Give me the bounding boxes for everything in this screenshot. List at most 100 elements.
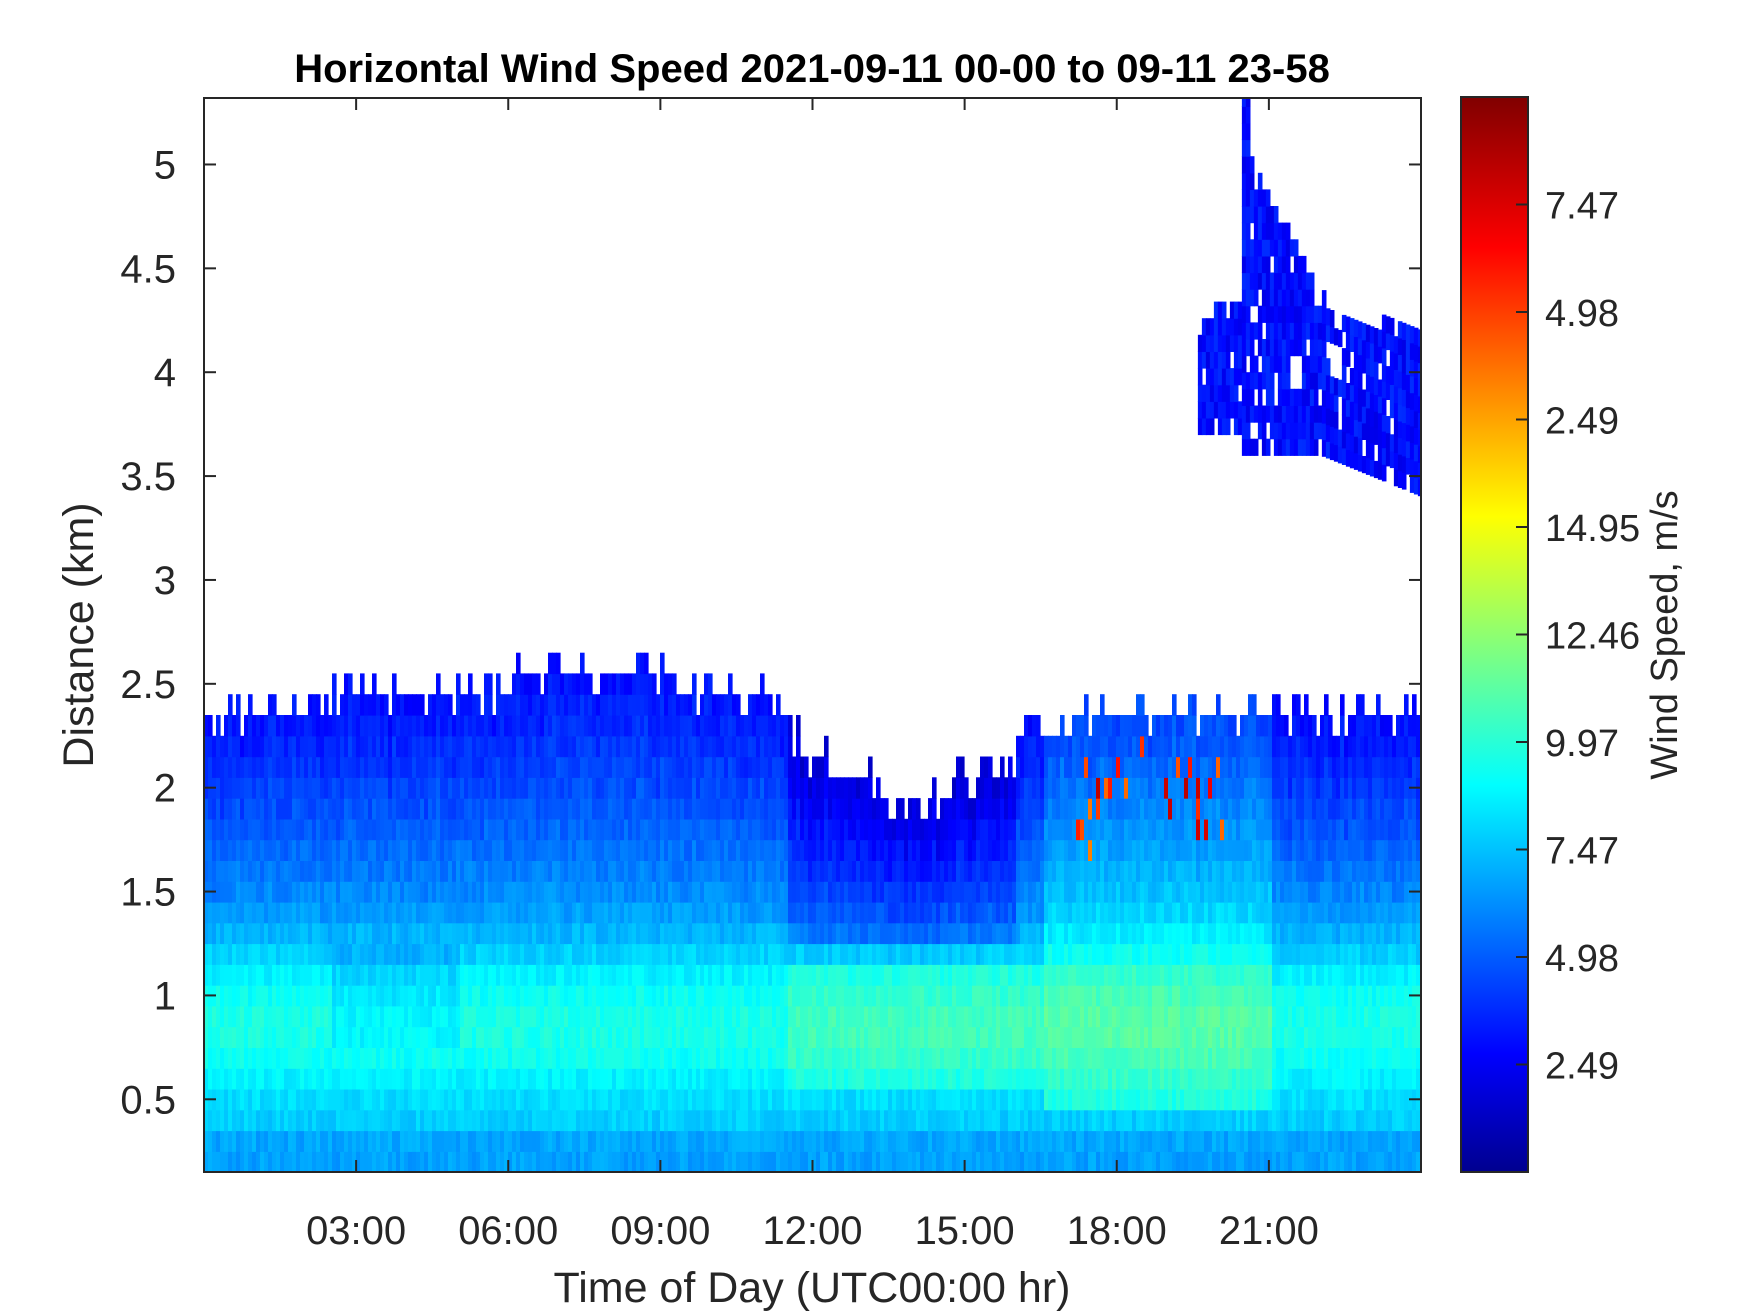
heatmap-cell: [908, 839, 913, 861]
heatmap-cell: [592, 735, 597, 758]
heatmap-cell: [524, 777, 529, 799]
heatmap-cell: [644, 756, 649, 778]
heatmap-cell: [652, 1109, 657, 1132]
heatmap-cell: [428, 881, 433, 903]
heatmap-cell: [712, 901, 717, 924]
heatmap-cell: [1044, 1026, 1049, 1048]
heatmap-cell: [456, 901, 461, 924]
heatmap-cell: [1060, 1005, 1065, 1028]
heatmap-cell: [456, 1088, 461, 1111]
heatmap-cell: [224, 839, 229, 861]
heatmap-cell: [956, 1088, 961, 1111]
heatmap-cell: [272, 715, 277, 737]
heatmap-cell: [980, 860, 985, 882]
heatmap-cell: [1056, 1151, 1061, 1172]
heatmap-cell: [724, 715, 729, 737]
heatmap-cell: [1044, 1130, 1049, 1152]
heatmap-cell: [504, 1088, 509, 1111]
heatmap-cell: [744, 1005, 749, 1028]
heatmap-cell: [872, 839, 877, 861]
heatmap-cell: [576, 1151, 581, 1172]
heatmap-cell: [764, 964, 769, 986]
heatmap-cell: [496, 673, 501, 695]
heatmap-cell: [284, 1109, 289, 1132]
heatmap-cell: [524, 1026, 529, 1048]
heatmap-cell: [984, 1068, 989, 1090]
heatmap-cell: [860, 1047, 865, 1069]
heatmap-cell: [600, 901, 605, 924]
heatmap-cell: [352, 735, 357, 758]
heatmap-cell: [1032, 985, 1037, 1007]
heatmap-cell: [940, 943, 945, 965]
heatmap-cell: [364, 901, 369, 924]
heatmap-cell: [548, 1026, 553, 1048]
heatmap-cell: [756, 1151, 761, 1172]
heatmap-cell: [228, 1026, 233, 1048]
heatmap-cell: [372, 1088, 377, 1111]
heatmap-cell: [404, 1151, 409, 1172]
heatmap-cell: [888, 881, 893, 903]
heatmap-cell: [684, 777, 689, 799]
heatmap-cell: [868, 985, 873, 1007]
heatmap-cell: [896, 1088, 901, 1111]
heatmap-cell: [328, 1026, 333, 1048]
heatmap-cell: [348, 839, 353, 861]
heatmap-cell: [456, 715, 461, 737]
heatmap-cell: [276, 1130, 281, 1152]
heatmap-cell: [956, 756, 961, 778]
heatmap-cell: [1068, 756, 1073, 778]
heatmap-cell: [480, 1109, 485, 1132]
heatmap-cell: [444, 694, 449, 716]
heatmap-cell: [1036, 860, 1041, 882]
heatmap-cell: [596, 1047, 601, 1069]
heatmap-cell: [996, 839, 1001, 861]
heatmap-cell: [720, 943, 725, 965]
heatmap-cell: [548, 860, 553, 882]
heatmap-cell: [420, 715, 425, 737]
heatmap-cell: [960, 1047, 965, 1069]
heatmap-cell: [808, 1026, 813, 1048]
heatmap-cell: [688, 1130, 693, 1152]
heatmap-cell: [368, 1047, 373, 1069]
heatmap-cell: [240, 922, 245, 945]
heatmap-cell: [1108, 1047, 1113, 1069]
heatmap-cell: [864, 1005, 869, 1028]
heatmap-cell: [796, 1047, 801, 1069]
heatmap-cell: [588, 839, 593, 861]
heatmap-cell: [836, 1151, 841, 1172]
heatmap-cell: [872, 964, 877, 986]
heatmap-cell: [532, 1088, 537, 1111]
heatmap-cell: [376, 922, 381, 945]
heatmap-cell: [980, 943, 985, 965]
heatmap-cell: [876, 922, 881, 945]
heatmap-cell: [940, 1088, 945, 1111]
heatmap-cell: [720, 922, 725, 945]
heatmap-cell: [1016, 1026, 1021, 1048]
heatmap-cell: [640, 1109, 645, 1132]
heatmap-cell: [240, 881, 245, 903]
heatmap-cell: [816, 1109, 821, 1132]
heatmap-cell: [616, 901, 621, 924]
heatmap-cell: [760, 881, 765, 903]
heatmap-cell: [320, 1047, 325, 1069]
heatmap-cell: [860, 860, 865, 882]
heatmap-cell: [1004, 1005, 1009, 1028]
heatmap-cell: [524, 715, 529, 737]
heatmap-cell: [316, 818, 321, 841]
heatmap-cell: [1008, 860, 1013, 882]
heatmap-cell: [336, 1151, 341, 1172]
heatmap-cell: [728, 735, 733, 758]
heatmap-cell: [580, 922, 585, 945]
heatmap-cell: [660, 1151, 665, 1172]
heatmap-cell: [904, 1068, 909, 1090]
heatmap-cell: [580, 1047, 585, 1069]
heatmap-cell: [1020, 1047, 1025, 1069]
heatmap-cell: [228, 735, 233, 758]
heatmap-cell: [936, 1005, 941, 1028]
heatmap-cell: [988, 1026, 993, 1048]
heatmap-cell: [736, 1109, 741, 1132]
heatmap-cell: [500, 1026, 505, 1048]
heatmap-cell: [960, 777, 965, 799]
heatmap-cell: [688, 860, 693, 882]
heatmap-cell: [1068, 1109, 1073, 1132]
